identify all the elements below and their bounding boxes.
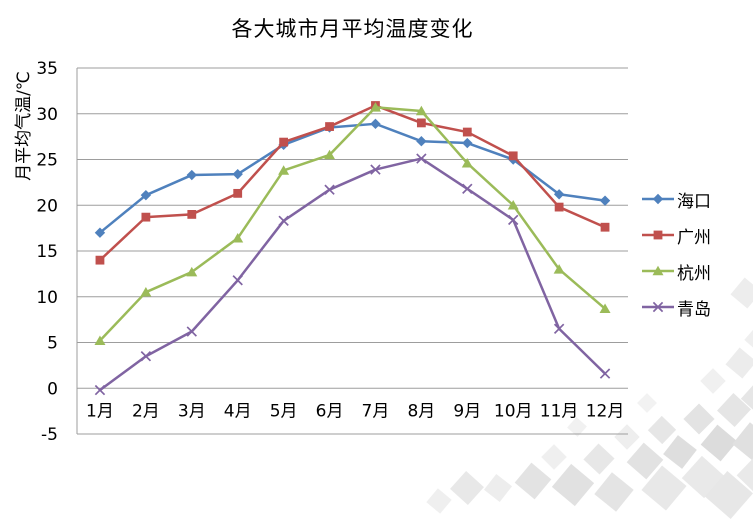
y-tick-label: 5 [47, 334, 58, 354]
data-point-diamond [652, 193, 664, 205]
data-point-diamond [232, 168, 243, 180]
data-point-x [278, 215, 289, 227]
data-point-triangle [599, 303, 611, 313]
month-label: 2月 [132, 401, 160, 421]
data-point-square [233, 188, 243, 198]
data-point-diamond [462, 137, 473, 149]
data-point-triangle [507, 200, 519, 210]
legend-marker-triangle-icon [642, 265, 674, 276]
data-point-square [416, 118, 426, 128]
month-label: 11月 [540, 401, 579, 421]
data-point-triangle [369, 102, 381, 112]
series-qingdao [94, 153, 611, 396]
month-label: 9月 [453, 401, 481, 421]
data-point-triangle [278, 165, 290, 175]
data-point-diamond [553, 189, 565, 200]
month-label: 8月 [407, 401, 435, 421]
data-point-square [95, 255, 105, 265]
y-tick-label: 35 [36, 59, 58, 79]
legend-item-haikou: 海口 [641, 188, 711, 212]
data-point-square [187, 210, 197, 219]
data-point-square [141, 212, 151, 222]
x-category-labels: 1月 2月 3月 4月 5月 6月 7月 8月 9月 10月 11月 12月 [86, 401, 624, 421]
legend-label-haikou: 海口 [677, 191, 711, 212]
data-point-square [653, 230, 663, 240]
legend-label-guangzhou: 广州 [677, 227, 711, 248]
legend-label-hangzhou: 杭州 [677, 263, 711, 284]
data-point-diamond [599, 195, 611, 206]
data-point-x [462, 183, 473, 194]
series-line-hangzhou [98, 106, 607, 342]
data-point-square [554, 202, 564, 212]
y-tick-label: -5 [41, 425, 58, 445]
data-point-x [140, 351, 152, 362]
chart-title: 各大城市月平均温度变化 [231, 17, 474, 41]
legend-item-qingdao: 青岛 [641, 296, 711, 320]
data-point-triangle [415, 105, 427, 116]
data-point-diamond [416, 136, 427, 147]
data-point-x [94, 384, 106, 396]
data-point-x [416, 153, 427, 164]
series-line-guangzhou [98, 104, 607, 262]
legend-label-qingdao: 青岛 [677, 299, 711, 320]
y-tick-label: 25 [36, 151, 58, 171]
data-point-diamond [186, 169, 197, 181]
data-point-x [553, 323, 565, 334]
series-line-qingdao [98, 157, 607, 392]
legend-item-hangzhou: 杭州 [641, 260, 711, 284]
month-label: 3月 [178, 401, 206, 421]
data-point-triangle [324, 149, 336, 160]
data-point-square [600, 222, 610, 232]
data-point-triangle [94, 335, 106, 345]
legend-marker-diamond-icon [642, 193, 674, 205]
data-point-triangle [652, 265, 664, 276]
y-axis-title: 月平均气温/℃ [14, 71, 34, 181]
data-point-square [279, 137, 289, 147]
data-point-diamond [370, 118, 381, 130]
month-label: 10月 [494, 401, 533, 421]
month-label: 6月 [316, 401, 344, 421]
data-point-square [462, 127, 472, 137]
month-label: 4月 [224, 401, 252, 421]
y-tick-label: 10 [36, 288, 58, 308]
data-point-diamond [94, 227, 106, 238]
data-point-triangle [461, 157, 473, 168]
data-point-x [652, 301, 664, 313]
legend-item-guangzhou: 广州 [641, 224, 711, 248]
data-point-x [599, 368, 611, 379]
legend-marker-x-icon [642, 301, 674, 313]
chart-legend: 海口 广州 杭州 青岛 [641, 188, 711, 332]
month-label: 12月 [586, 401, 625, 421]
data-point-x [508, 214, 519, 226]
data-point-diamond [140, 189, 152, 201]
data-point-x [324, 184, 335, 195]
month-label: 1月 [86, 401, 114, 421]
data-point-triangle [186, 266, 198, 277]
y-tick-label: 30 [36, 105, 58, 125]
y-tick-label: 15 [36, 242, 58, 262]
data-point-x [186, 326, 197, 337]
month-label: 5月 [270, 401, 298, 421]
data-point-square [508, 151, 518, 161]
data-point-triangle [232, 232, 244, 243]
series-hangzhou [94, 102, 611, 345]
legend-marker-square-icon [642, 230, 674, 240]
data-point-x [370, 164, 381, 175]
y-tick-label: 0 [47, 379, 58, 399]
y-tick-labels: 35 30 25 20 15 10 5 0 -5 [36, 59, 58, 445]
temperature-line-chart: 35 30 25 20 15 10 5 0 -5 1月 2月 3月 4月 5月 6月 7月 8月 9月 10月 11月… [36, 59, 628, 445]
data-point-x [232, 275, 243, 286]
data-point-square [325, 122, 334, 131]
series-guangzhou [95, 101, 610, 265]
month-label: 7月 [362, 401, 390, 421]
data-point-triangle [140, 286, 152, 297]
y-tick-label: 20 [36, 196, 58, 216]
data-point-triangle [553, 264, 565, 274]
